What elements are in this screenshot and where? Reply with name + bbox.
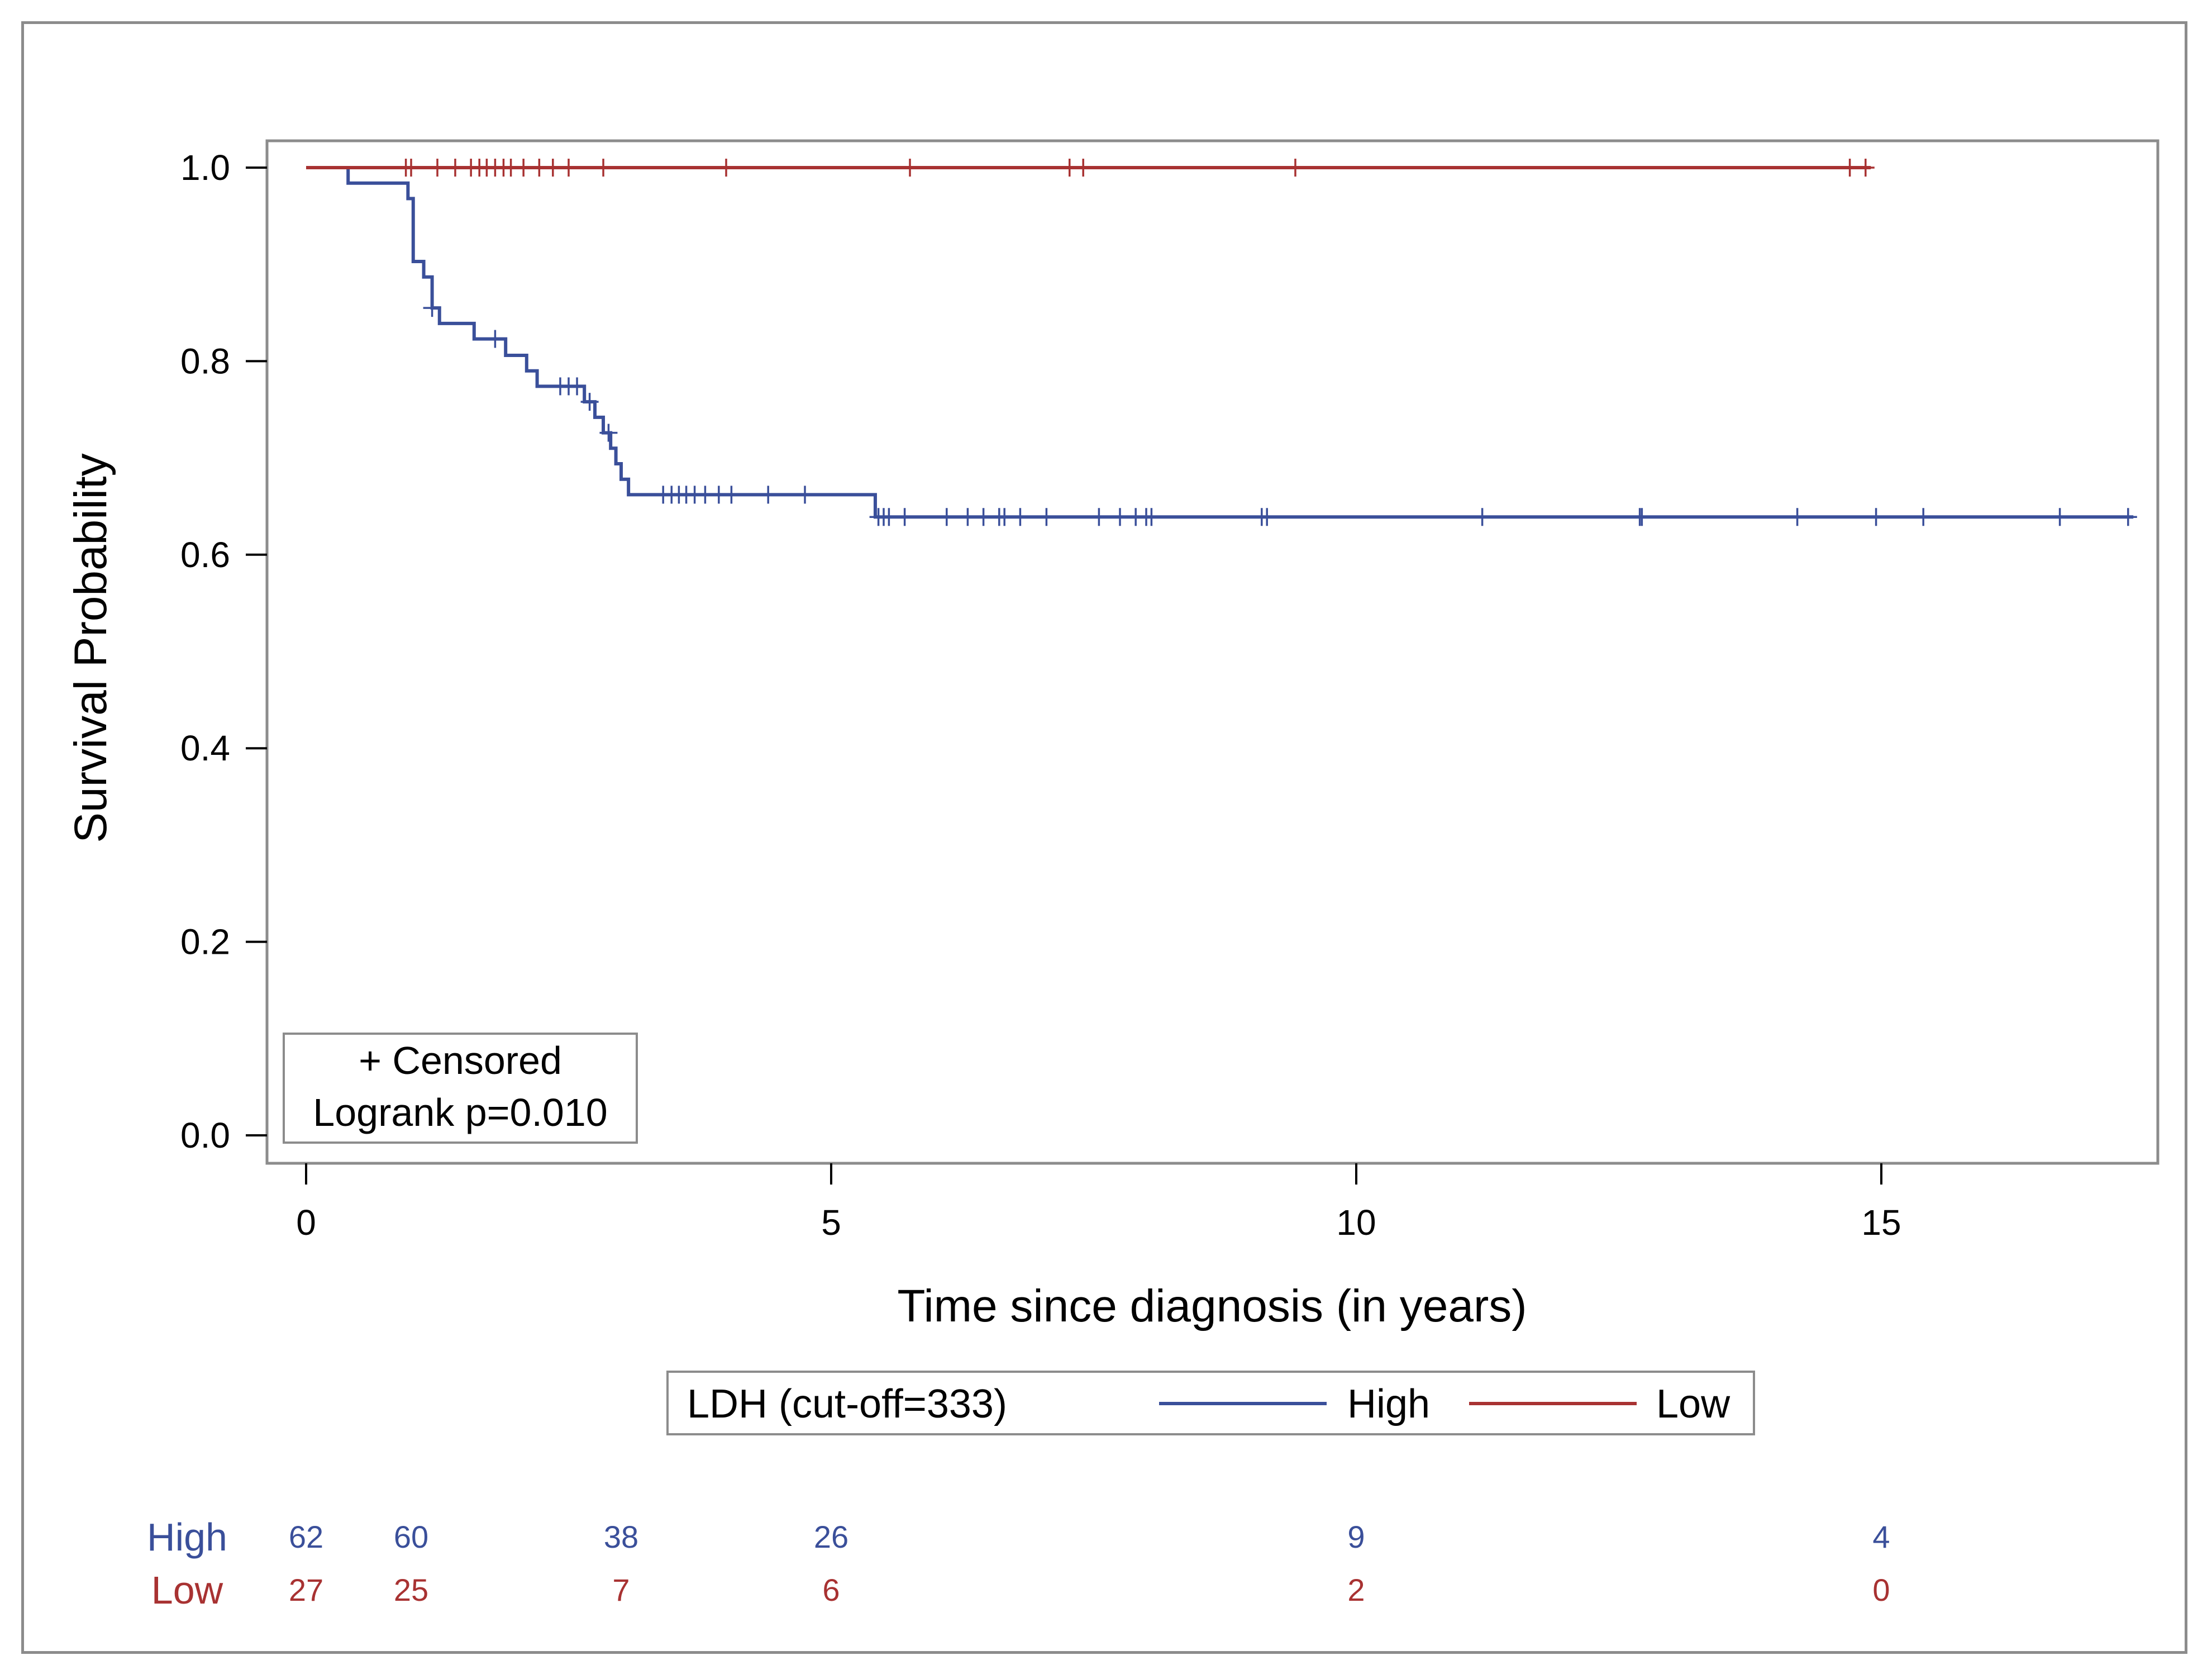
risk-count-high: 38 bbox=[604, 1519, 638, 1554]
inset-box-border bbox=[283, 1033, 638, 1144]
km-curve-high bbox=[306, 166, 2134, 519]
risk-count-low: 6 bbox=[822, 1572, 840, 1607]
logrank-note: Logrank p=0.010 bbox=[313, 1091, 607, 1134]
x-tick-label: 5 bbox=[821, 1202, 841, 1243]
y-tick-label: 0.6 bbox=[180, 535, 230, 575]
risk-count-high: 26 bbox=[814, 1519, 848, 1554]
risk-label-high: High bbox=[147, 1515, 227, 1559]
y-axis-title: Survival Probability bbox=[65, 453, 116, 843]
risk-count-low: 7 bbox=[612, 1572, 630, 1607]
x-tick-label: 0 bbox=[296, 1202, 316, 1243]
legend-label-low: Low bbox=[1656, 1382, 1730, 1426]
plot-area bbox=[265, 139, 2159, 1165]
censored-note: + Censored bbox=[359, 1039, 562, 1082]
y-tick-label: 0.2 bbox=[180, 922, 230, 962]
x-axis: 0 5 10 15 bbox=[296, 1163, 1901, 1243]
risk-count-low: 25 bbox=[394, 1572, 428, 1607]
risk-count-high: 9 bbox=[1347, 1519, 1365, 1554]
x-axis-title: Time since diagnosis (in years) bbox=[897, 1281, 1527, 1331]
series-layer bbox=[306, 159, 2137, 526]
risk-count-low: 0 bbox=[1872, 1572, 1890, 1607]
risk-count-high: 4 bbox=[1872, 1519, 1890, 1554]
y-tick-label: 1.0 bbox=[180, 148, 230, 188]
legend: LDH (cut-off=333) High Low bbox=[666, 1371, 1755, 1435]
legend-label-high: High bbox=[1347, 1382, 1430, 1426]
legend-title: LDH (cut-off=333) bbox=[687, 1382, 1007, 1426]
risk-count-low: 27 bbox=[289, 1572, 323, 1607]
risk-label-low: Low bbox=[151, 1568, 223, 1612]
risk-count-low: 2 bbox=[1347, 1572, 1365, 1607]
y-axis: 0.0 0.2 0.4 0.6 0.8 1.0 bbox=[180, 148, 267, 1155]
y-tick-label: 0.8 bbox=[180, 341, 230, 381]
risk-count-high: 60 bbox=[394, 1519, 428, 1554]
inset-box: + Censored Logrank p=0.010 bbox=[283, 1033, 638, 1144]
y-tick-label: 0.4 bbox=[180, 728, 230, 768]
risk-count-high: 62 bbox=[289, 1519, 323, 1554]
x-tick-label: 10 bbox=[1336, 1202, 1376, 1243]
x-tick-label: 15 bbox=[1861, 1202, 1901, 1243]
y-tick-label: 0.0 bbox=[180, 1115, 230, 1155]
at-risk-table: High Low 62 60 38 26 9 427 25 7 6 2 0 bbox=[147, 1515, 1890, 1612]
